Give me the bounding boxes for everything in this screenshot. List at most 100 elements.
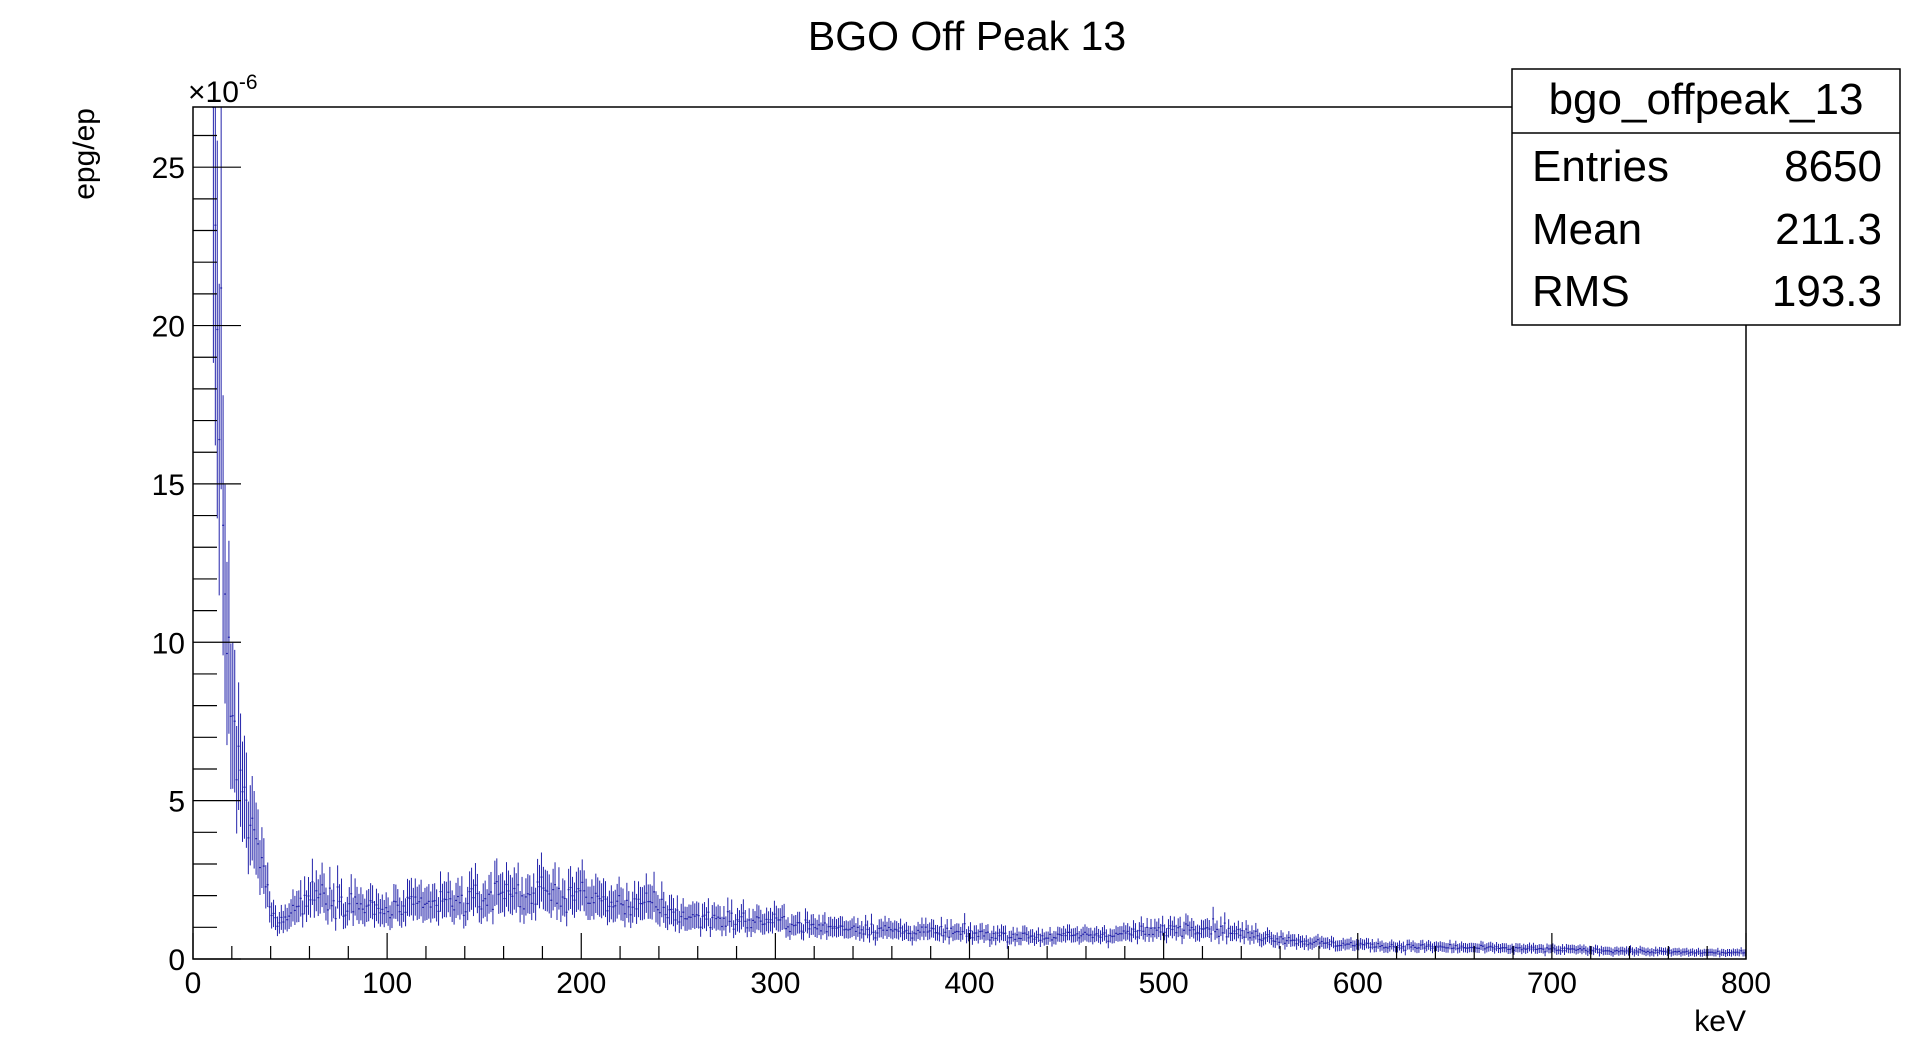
histogram-bin bbox=[590, 879, 593, 917]
histogram-bin bbox=[827, 917, 830, 937]
histogram-bin bbox=[672, 898, 675, 927]
histogram-bin bbox=[301, 900, 304, 928]
histogram-bin bbox=[389, 905, 392, 931]
histogram-bin bbox=[928, 922, 931, 940]
histogram-bin bbox=[998, 928, 1001, 943]
histogram-bin bbox=[420, 879, 423, 917]
histogram-bin bbox=[655, 891, 657, 923]
histogram-bin bbox=[589, 886, 591, 921]
histogram-bin bbox=[528, 875, 531, 914]
histogram-bin bbox=[1233, 922, 1236, 940]
histogram-bin bbox=[1070, 928, 1073, 943]
stats-mean-label: Mean bbox=[1532, 205, 1642, 254]
histogram-bin bbox=[410, 877, 413, 916]
histogram-bin bbox=[653, 871, 656, 913]
histogram-bin bbox=[561, 878, 564, 916]
histogram-bin bbox=[579, 870, 582, 912]
histogram-bin bbox=[1582, 944, 1585, 953]
histogram-bin bbox=[1278, 935, 1281, 949]
histogram-bin bbox=[742, 899, 745, 927]
histogram-bin bbox=[1363, 939, 1366, 951]
histogram-bin bbox=[843, 921, 846, 939]
histogram-bin bbox=[940, 916, 943, 937]
histogram-bin bbox=[1530, 944, 1533, 954]
histogram-bin bbox=[445, 881, 448, 918]
histogram-bin bbox=[1615, 946, 1618, 955]
histogram-bin bbox=[1592, 946, 1595, 956]
histogram-bin bbox=[645, 873, 648, 913]
histogram-bin bbox=[480, 893, 483, 924]
histogram-bin bbox=[620, 887, 623, 921]
histogram-bin bbox=[1489, 941, 1492, 951]
histogram-bin bbox=[1384, 942, 1387, 953]
histogram-bin bbox=[1330, 935, 1333, 947]
histogram-bin bbox=[1016, 927, 1019, 943]
histogram-bin bbox=[278, 912, 281, 934]
histogram-bin bbox=[284, 904, 287, 930]
histogram-bin bbox=[1301, 935, 1304, 948]
histogram-bin bbox=[513, 867, 516, 910]
histogram-bin bbox=[464, 897, 467, 926]
histogram-bin bbox=[1217, 928, 1220, 945]
histogram-bin bbox=[647, 884, 650, 919]
histogram-bin bbox=[396, 889, 399, 922]
histogram-bin bbox=[367, 888, 370, 922]
histogram-bin bbox=[664, 901, 667, 928]
histogram-bin bbox=[1547, 944, 1550, 954]
histogram-bin bbox=[1280, 930, 1283, 944]
histogram-bin bbox=[825, 923, 828, 940]
histogram-bin bbox=[1414, 942, 1416, 953]
histogram-bin bbox=[934, 924, 937, 941]
histogram-bin bbox=[453, 895, 456, 925]
histogram-bin bbox=[1175, 924, 1178, 941]
histogram-bin bbox=[1200, 919, 1203, 938]
histogram-bin bbox=[1272, 934, 1275, 948]
histogram-bin bbox=[1002, 925, 1005, 942]
histogram-bin bbox=[583, 870, 586, 912]
histogram-bin bbox=[1536, 945, 1539, 954]
histogram-bin bbox=[427, 884, 430, 919]
histogram-bin bbox=[686, 906, 689, 931]
histogram-bin bbox=[458, 885, 461, 920]
histogram-bin bbox=[598, 880, 601, 917]
histogram-bin bbox=[1516, 943, 1519, 953]
histogram-bin bbox=[1462, 943, 1465, 953]
histogram-bin bbox=[1650, 948, 1653, 956]
histogram-bin bbox=[660, 881, 663, 918]
histogram-bin bbox=[511, 877, 514, 916]
histogram-bin bbox=[1501, 943, 1504, 953]
histogram-bin bbox=[909, 925, 912, 942]
histogram-bin bbox=[361, 894, 364, 925]
histogram-bin bbox=[1155, 921, 1158, 939]
x-tick-label: 700 bbox=[1527, 967, 1577, 1000]
histogram-bin bbox=[243, 735, 246, 839]
histogram-bin bbox=[1534, 944, 1537, 954]
histogram-bin bbox=[833, 916, 836, 937]
histogram-bin bbox=[1283, 937, 1286, 950]
histogram-bin bbox=[276, 916, 279, 937]
histogram-bin bbox=[491, 894, 494, 925]
histogram-bin bbox=[425, 886, 428, 921]
histogram-bin bbox=[1021, 925, 1024, 942]
histogram-bin bbox=[371, 885, 374, 920]
histogram-bin bbox=[1421, 939, 1424, 950]
histogram-bin bbox=[470, 867, 473, 910]
stats-rms-label: RMS bbox=[1532, 267, 1630, 316]
histogram-bin bbox=[1157, 918, 1160, 938]
histogram-bin bbox=[1730, 949, 1733, 957]
histogram-bin bbox=[1126, 923, 1129, 940]
histogram-bin bbox=[550, 882, 553, 918]
histogram-bin bbox=[358, 893, 360, 924]
histogram-bin bbox=[1072, 928, 1075, 943]
histogram-bin bbox=[1190, 918, 1193, 937]
histogram-bin bbox=[499, 873, 502, 914]
histogram-bin bbox=[1150, 918, 1152, 938]
histogram-bin bbox=[1332, 937, 1335, 949]
histogram-bin bbox=[392, 883, 395, 919]
histogram-bin bbox=[400, 900, 403, 928]
histogram-bin bbox=[542, 866, 545, 910]
histogram-bin bbox=[911, 930, 914, 946]
histogram-bin bbox=[359, 887, 362, 921]
histogram-bin bbox=[1173, 916, 1176, 937]
histogram-bin bbox=[903, 923, 906, 940]
